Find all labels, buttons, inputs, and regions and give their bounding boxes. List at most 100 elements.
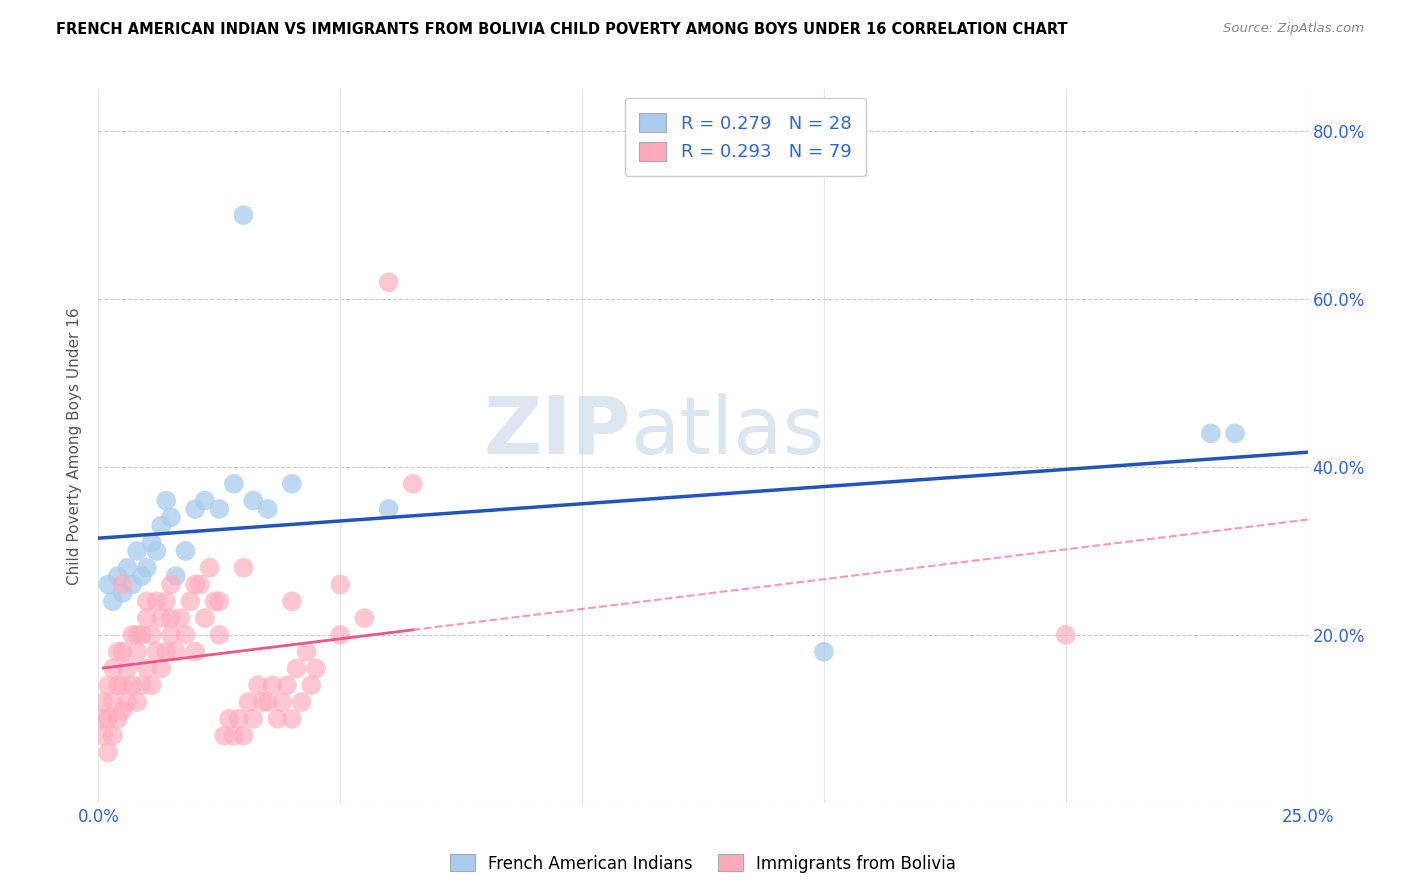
Point [155, 493, 177, 508]
Point [101, 695, 124, 709]
Point [127, 695, 149, 709]
Point [121, 628, 143, 642]
Point [101, 729, 124, 743]
Point [208, 628, 231, 642]
Point [111, 678, 134, 692]
Point [198, 560, 221, 574]
Point [290, 695, 312, 709]
Point [222, 729, 245, 743]
Point [135, 560, 157, 574]
Point [117, 560, 139, 574]
Point [101, 594, 124, 608]
Point [174, 544, 197, 558]
Point [271, 695, 294, 709]
Point [204, 594, 226, 608]
Point [285, 661, 308, 675]
Point [97, 712, 120, 726]
Point [155, 645, 177, 659]
Point [184, 645, 207, 659]
Point [165, 645, 187, 659]
Point [91, 729, 114, 743]
Point [135, 661, 157, 675]
Point [141, 628, 163, 642]
Point [1199, 426, 1222, 441]
Point [121, 577, 143, 591]
Point [329, 628, 352, 642]
Point [131, 569, 153, 583]
Point [111, 703, 134, 717]
Point [160, 628, 183, 642]
Point [150, 611, 173, 625]
Legend: R = 0.279   N = 28, R = 0.293   N = 79: R = 0.279 N = 28, R = 0.293 N = 79 [624, 98, 866, 176]
Point [97, 678, 120, 692]
Text: ZIP: ZIP [484, 392, 630, 471]
Point [1223, 426, 1246, 441]
Point [91, 712, 114, 726]
Point [402, 476, 425, 491]
Point [145, 544, 167, 558]
Point [145, 645, 167, 659]
Point [194, 611, 217, 625]
Point [232, 729, 254, 743]
Point [232, 208, 254, 222]
Point [127, 645, 149, 659]
Point [238, 695, 260, 709]
Point [305, 661, 328, 675]
Point [165, 569, 187, 583]
Point [218, 712, 240, 726]
Point [135, 611, 157, 625]
Point [179, 594, 201, 608]
Point [212, 729, 235, 743]
Point [299, 678, 322, 692]
Point [353, 611, 375, 625]
Point [91, 695, 114, 709]
Point [101, 661, 124, 675]
Point [111, 586, 134, 600]
Point [145, 594, 167, 608]
Point [247, 678, 270, 692]
Point [174, 628, 197, 642]
Point [160, 577, 183, 591]
Point [262, 678, 284, 692]
Point [222, 476, 245, 491]
Y-axis label: Child Poverty Among Boys Under 16: Child Poverty Among Boys Under 16 [67, 307, 83, 585]
Point [160, 611, 183, 625]
Point [150, 661, 173, 675]
Point [281, 712, 304, 726]
Point [131, 678, 153, 692]
Text: atlas: atlas [630, 392, 825, 471]
Point [169, 611, 191, 625]
Point [97, 577, 120, 591]
Point [228, 712, 250, 726]
Point [1054, 628, 1077, 642]
Point [131, 628, 153, 642]
Point [208, 502, 231, 516]
Point [242, 712, 264, 726]
Point [813, 645, 835, 659]
Text: FRENCH AMERICAN INDIAN VS IMMIGRANTS FROM BOLIVIA CHILD POVERTY AMONG BOYS UNDER: FRENCH AMERICAN INDIAN VS IMMIGRANTS FRO… [56, 22, 1069, 37]
Point [141, 678, 163, 692]
Point [107, 569, 129, 583]
Point [127, 628, 149, 642]
Point [252, 695, 274, 709]
Point [232, 560, 254, 574]
Point [97, 746, 120, 760]
Point [208, 594, 231, 608]
Point [281, 476, 304, 491]
Point [107, 712, 129, 726]
Point [111, 577, 134, 591]
Point [256, 502, 278, 516]
Point [107, 678, 129, 692]
Point [281, 594, 304, 608]
Point [184, 502, 207, 516]
Point [188, 577, 211, 591]
Point [121, 678, 143, 692]
Point [150, 518, 173, 533]
Point [117, 661, 139, 675]
Point [194, 493, 217, 508]
Point [141, 535, 163, 549]
Point [135, 594, 157, 608]
Point [266, 712, 288, 726]
Point [295, 645, 318, 659]
Legend: French American Indians, Immigrants from Bolivia: French American Indians, Immigrants from… [443, 847, 963, 880]
